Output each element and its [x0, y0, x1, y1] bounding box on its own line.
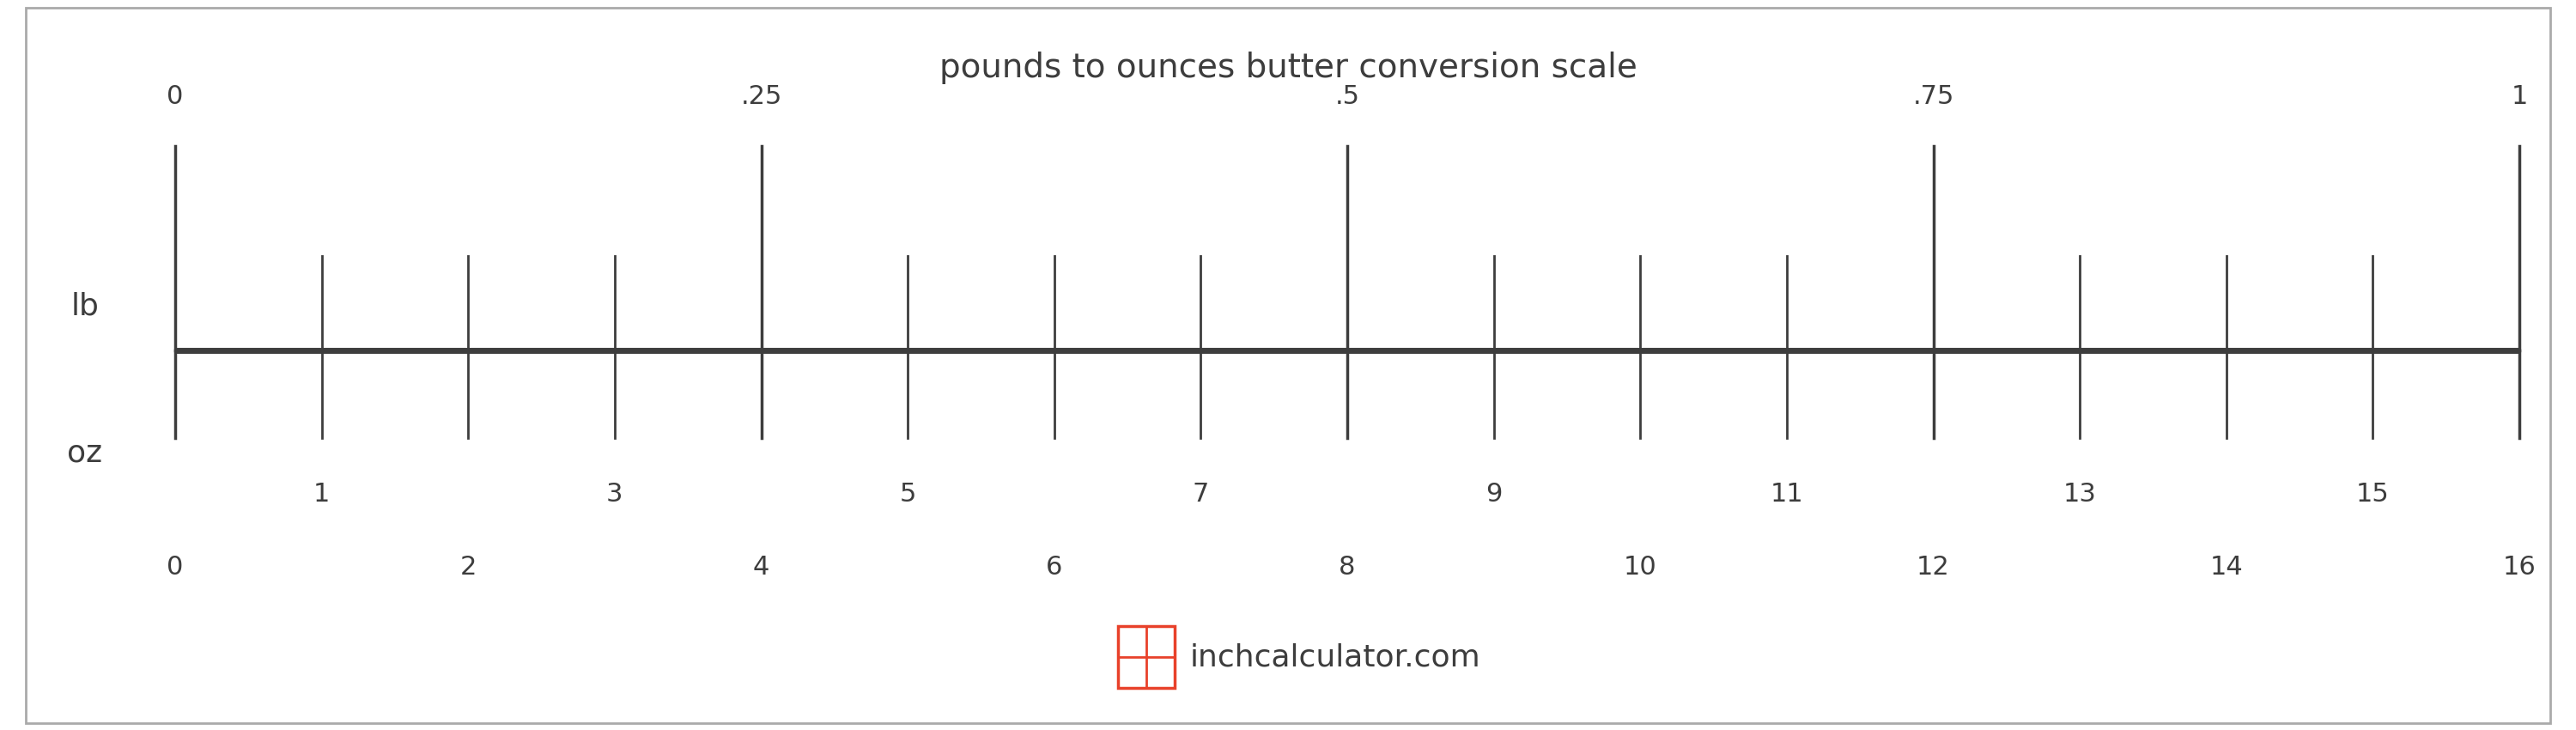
Text: 1: 1 [2512, 85, 2527, 110]
Text: 0: 0 [167, 85, 183, 110]
Text: 12: 12 [1917, 555, 1950, 580]
Text: 13: 13 [2063, 482, 2097, 507]
Text: inchcalculator.com: inchcalculator.com [1190, 642, 1481, 672]
Text: 10: 10 [1623, 555, 1656, 580]
Text: 7: 7 [1193, 482, 1208, 507]
Text: .25: .25 [739, 85, 783, 110]
Text: pounds to ounces butter conversion scale: pounds to ounces butter conversion scale [940, 51, 1636, 84]
Text: 8: 8 [1340, 555, 1355, 580]
Text: 9: 9 [1486, 482, 1502, 507]
Text: .5: .5 [1334, 85, 1360, 110]
Text: 16: 16 [2504, 555, 2535, 580]
Text: 14: 14 [2210, 555, 2244, 580]
Text: 5: 5 [899, 482, 917, 507]
Text: 2: 2 [461, 555, 477, 580]
Text: 4: 4 [752, 555, 770, 580]
Text: lb: lb [72, 292, 98, 321]
Text: 3: 3 [605, 482, 623, 507]
Text: 6: 6 [1046, 555, 1061, 580]
Text: 11: 11 [1770, 482, 1803, 507]
Text: 15: 15 [2357, 482, 2391, 507]
Text: .75: .75 [1911, 85, 1955, 110]
Text: oz: oz [67, 438, 103, 467]
Text: 0: 0 [167, 555, 183, 580]
Text: 1: 1 [314, 482, 330, 507]
